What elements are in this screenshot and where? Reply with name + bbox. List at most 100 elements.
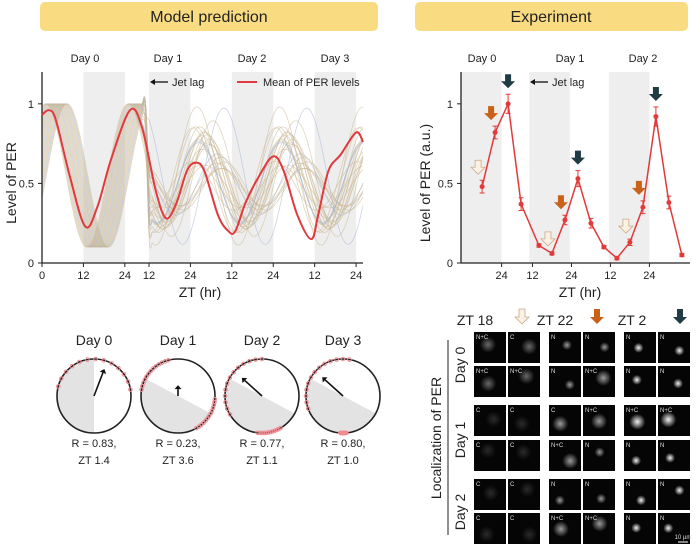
cell-blob [665, 452, 676, 463]
localization-tag: C [510, 443, 515, 449]
phase-dot [212, 396, 218, 402]
cell-image [549, 479, 581, 510]
microscopy-cell: N [624, 479, 656, 510]
arrowhead-icon [150, 79, 155, 85]
phase-dot [166, 357, 171, 363]
data-point [505, 101, 511, 107]
phase-dot [146, 371, 151, 376]
x-tick-label: 12 [143, 270, 155, 282]
y-tick-label: 0.5 [438, 178, 453, 190]
cells: N+C C N N N N N+C N+C N N+C N N C C C N+C N+C N+C C C N+C N N N… [474, 332, 691, 544]
zt-value: ZT 1.1 [246, 455, 278, 467]
trace-line [41, 100, 364, 248]
microscopy-cell: N [624, 366, 656, 397]
y-tick-label: 0 [447, 258, 453, 270]
cell-blob [552, 415, 569, 432]
cell-image [624, 440, 656, 471]
phase-dot [235, 365, 241, 370]
microscopy-cell: N+C [583, 366, 615, 397]
r-value: R = 0.83, [72, 438, 117, 450]
microscopy-cell: N [624, 332, 656, 363]
x-axis-label: ZT (hr) [179, 284, 222, 300]
phase-dot [128, 387, 133, 392]
localization-tag: N [660, 516, 664, 522]
phase-dot [304, 387, 309, 392]
localization-tag: C [476, 482, 481, 488]
mean-phase-arrow [244, 379, 263, 397]
microscopy-grid: ZT 18 ZT 22 ZT 2 Localization of PER Day… [428, 308, 691, 544]
localization-tag: C [510, 408, 515, 414]
phase-dot [305, 381, 311, 386]
phase-dot [247, 358, 252, 364]
data-point [479, 184, 485, 190]
cell-blob [591, 413, 608, 430]
cell-blob [564, 379, 575, 390]
phase-dot [224, 381, 230, 386]
localization-tag: C [510, 516, 515, 522]
localization-tag: N+C [585, 408, 598, 414]
localization-tag: C [510, 335, 515, 341]
mean-phase-arrow [324, 379, 344, 397]
microscopy-cell: N+C [583, 513, 615, 544]
data-point [666, 200, 672, 206]
scale-bar-label: 10 µm [675, 535, 692, 541]
arrowhead-icon [530, 79, 535, 85]
phase-dot [223, 387, 228, 392]
down-arrow-icon [648, 87, 663, 102]
microscopy-cell: N [549, 332, 581, 363]
trace-line [41, 100, 364, 248]
microscopy-cell: C [508, 440, 540, 471]
phase-dot [55, 384, 61, 389]
localization-tag: N [660, 335, 664, 341]
arrowhead-icon [174, 385, 182, 390]
localization-tag: C [551, 408, 556, 414]
cell-blob [480, 375, 497, 392]
phase-dot [227, 412, 233, 417]
down-arrow-icon [470, 159, 487, 175]
trace-line [41, 100, 364, 248]
microscopy-cell: C [549, 405, 581, 436]
microscopy-cell: N [583, 479, 615, 510]
localization-tag: N [551, 482, 555, 488]
x-tick-label: 0 [39, 270, 45, 282]
localization-tag: N [551, 369, 555, 375]
cell-blob [631, 522, 642, 533]
phase-dot [212, 399, 217, 405]
column-header: ZT 22 [537, 312, 574, 328]
microscopy-cell: N [658, 366, 690, 397]
r-value: R = 0.23, [156, 438, 201, 450]
row-group-label: Day 1 [452, 422, 468, 459]
data-point [588, 220, 594, 226]
cell-blob [518, 368, 535, 385]
phase-dot [263, 430, 269, 436]
microscopy-cell: N [658, 440, 690, 471]
night-sector [225, 378, 295, 434]
series-line [481, 101, 683, 260]
cell-blob [674, 345, 685, 356]
jet-lag-label: Jet lag [552, 77, 584, 89]
jet-lag-label: Jet lag [172, 77, 204, 89]
phase-dot [109, 361, 114, 366]
cell-blob [554, 495, 565, 506]
cell-blob [562, 452, 579, 469]
localization-tag: C [510, 482, 515, 488]
microscopy-cell: C [508, 405, 540, 436]
localization-tag: N [660, 443, 664, 449]
phase-dot [222, 393, 228, 399]
trace-line [41, 98, 364, 248]
localization-tag: N [585, 443, 589, 449]
column-header: ZT 18 [457, 312, 494, 328]
microscopy-cell: N [549, 366, 581, 397]
jet-lag-annotation: Jet lag [150, 77, 204, 89]
phase-dot [304, 400, 309, 405]
phase-dot [347, 357, 352, 362]
localization-tag: N [626, 369, 630, 375]
cell-image [658, 332, 690, 363]
x-tick-label: 24 [565, 270, 577, 282]
cell-blob [673, 378, 684, 389]
mean-phase-arrow [93, 372, 104, 397]
night-band [314, 72, 357, 263]
microscopy-cell: C [474, 513, 506, 544]
phase-dot [312, 369, 317, 375]
localization-tag: N [660, 482, 664, 488]
